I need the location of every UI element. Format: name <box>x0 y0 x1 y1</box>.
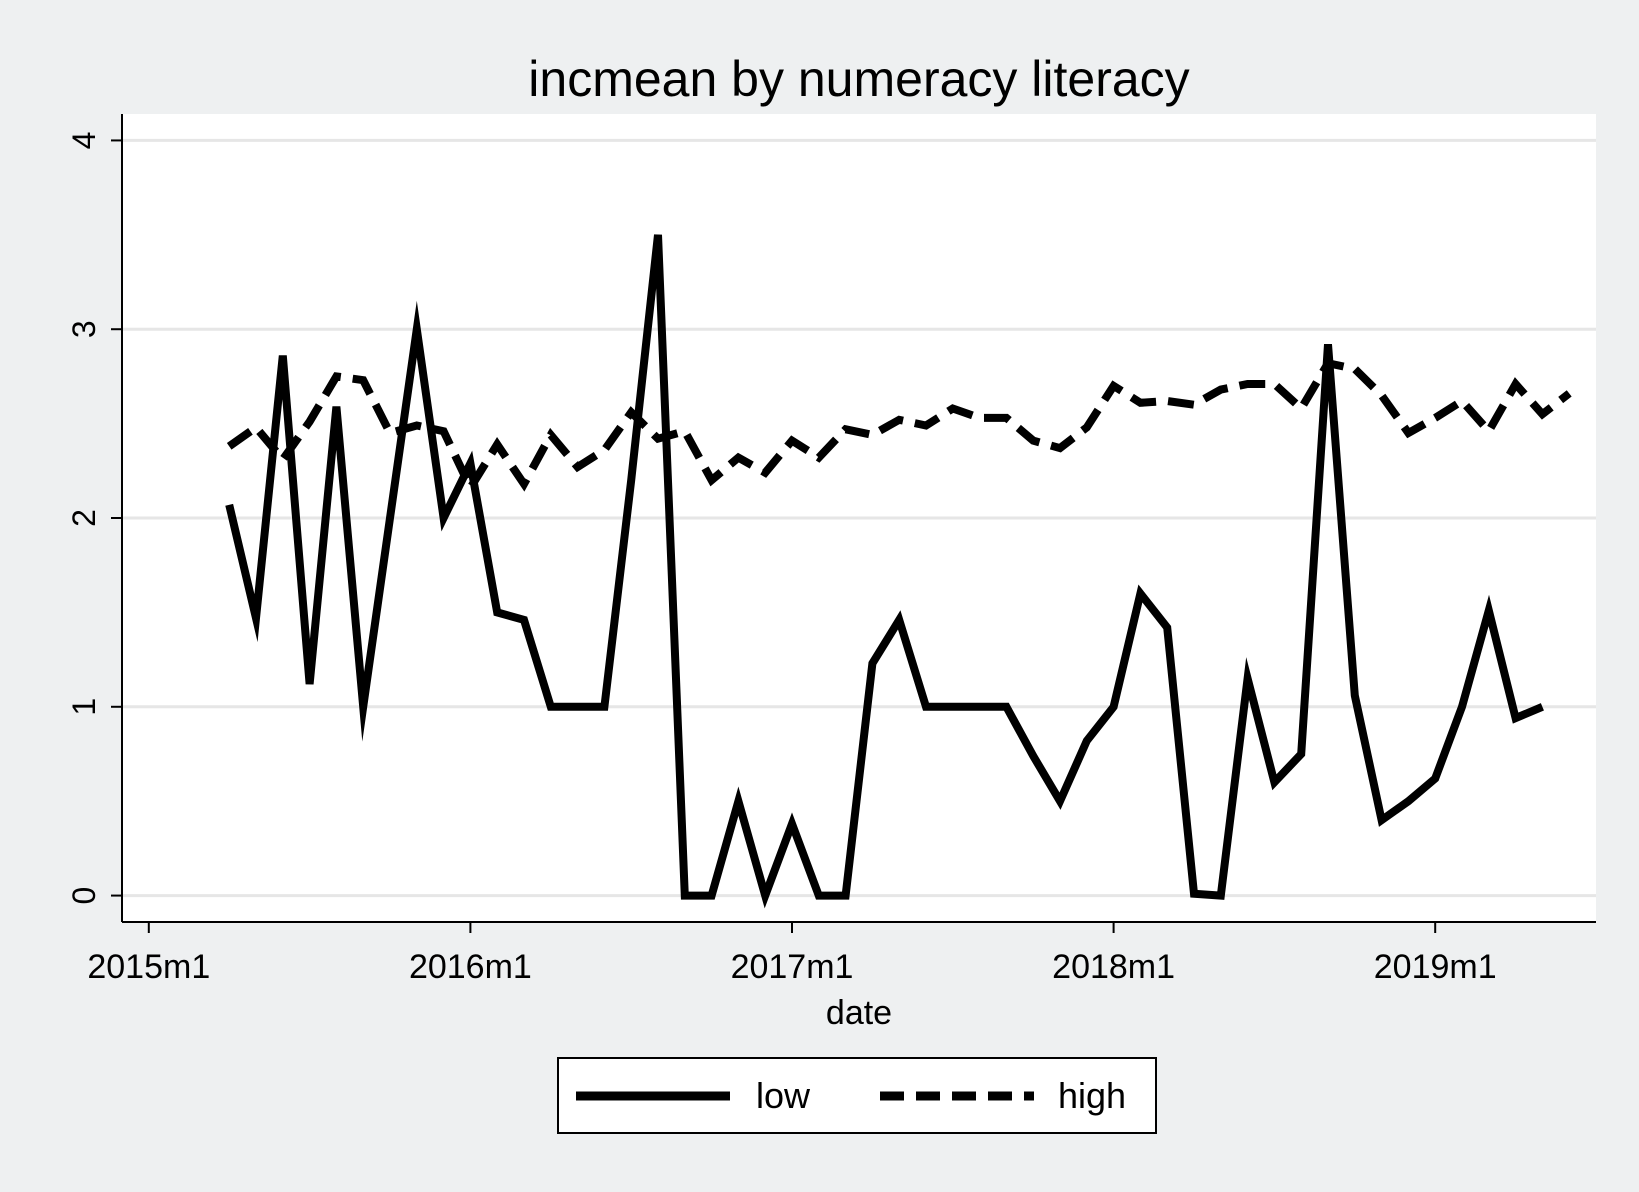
x-axis-label: date <box>826 994 892 1032</box>
x-tick-label: 2016m1 <box>409 948 532 986</box>
x-tick-label: 2015m1 <box>87 948 210 986</box>
series-line-high <box>226 358 1572 497</box>
legend: low high <box>557 1057 1157 1134</box>
legend-label-low: low <box>756 1075 811 1116</box>
x-tick-label: 2018m1 <box>1052 948 1175 986</box>
y-tick-label: 3 <box>66 320 102 338</box>
series-line-low <box>225 234 1544 909</box>
x-axis-ticks: 2015m1 2016m1 2017m1 2018m1 2019m1 <box>87 922 1497 986</box>
x-tick-label: 2019m1 <box>1374 948 1497 986</box>
y-axis-ticks: 0 1 2 3 4 <box>66 132 122 905</box>
y-tick-label: 1 <box>66 698 102 716</box>
y-tick-label: 2 <box>66 509 102 527</box>
y-tick-label: 4 <box>66 132 102 150</box>
series-lines <box>225 234 1572 909</box>
grid-lines <box>122 138 1596 898</box>
x-tick-label: 2017m1 <box>731 948 854 986</box>
chart-title: incmean by numeracy literacy <box>528 51 1189 107</box>
legend-label-high: high <box>1058 1075 1126 1116</box>
y-tick-label: 0 <box>66 887 102 905</box>
